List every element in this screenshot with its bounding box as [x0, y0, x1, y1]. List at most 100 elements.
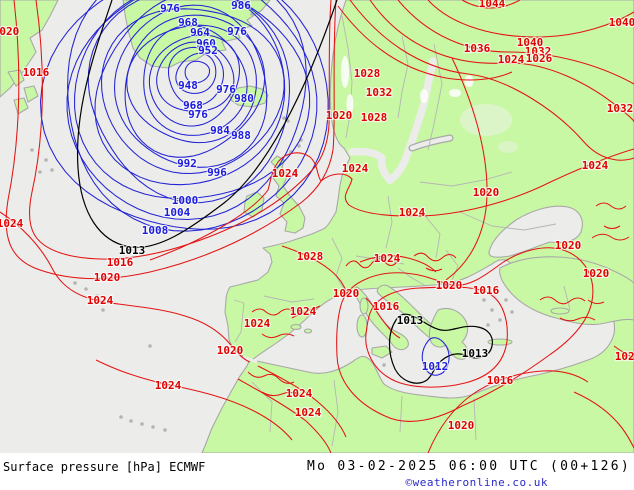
product-label: Surface pressure [hPa] ECMWF	[3, 460, 206, 474]
small-island	[163, 428, 167, 432]
small-island	[510, 310, 514, 314]
isobar-blue	[143, 24, 248, 136]
pressure-label: 1024	[155, 379, 182, 392]
pressure-label: 1024	[498, 53, 525, 66]
pressure-label: 1016	[487, 374, 514, 387]
canada-islands	[7, 69, 39, 115]
small-island	[38, 170, 42, 174]
small-island	[140, 422, 144, 426]
isobar-blue	[66, 0, 307, 221]
pressure-label: 1024	[0, 217, 24, 230]
pressure-label: 1020	[448, 419, 475, 432]
pressure-label: 976	[188, 108, 208, 121]
pressure-label: 1020	[436, 279, 463, 292]
isobar-blue	[67, 0, 318, 232]
pressure-label: 1024	[399, 206, 426, 219]
pressure-label: 1004	[164, 206, 191, 219]
pressure-map: 976 968 964 960 952 986 976 948 968 976 976 980 984 9…	[0, 0, 634, 453]
pressure-label: 968	[183, 99, 203, 112]
pressure-label: 1000	[172, 194, 199, 207]
pressure-label: 996	[207, 166, 227, 179]
pressure-label: 1016	[23, 66, 50, 79]
small-island	[490, 308, 494, 312]
isobar-blue	[124, 14, 266, 158]
small-islands-layer	[30, 12, 514, 432]
isobar-layer-black	[76, 0, 493, 384]
copyright-link[interactable]: ©weatheronline.co.uk	[405, 476, 548, 489]
small-island	[297, 144, 301, 148]
pressure-label: 1036	[464, 42, 491, 55]
small-island	[95, 294, 99, 298]
pressure-label: 1024	[286, 387, 313, 400]
terrain-patch-layer	[341, 56, 518, 153]
pressure-label: 1020	[0, 25, 19, 38]
strait-of-gibraltar	[242, 355, 258, 364]
pressure-label: 1024	[87, 294, 114, 307]
pressure-label: 984	[210, 124, 230, 137]
pressure-label: 1024	[342, 162, 369, 175]
small-island	[129, 419, 133, 423]
pressure-label: 1020	[326, 109, 353, 122]
pressure-label: 1024	[615, 350, 634, 363]
small-island	[119, 415, 123, 419]
small-island	[498, 318, 502, 322]
pressure-label: 976	[216, 83, 236, 96]
med-land-layer	[290, 256, 634, 360]
isobar-blue	[113, 4, 268, 168]
pressure-label: 1020	[333, 287, 360, 300]
pressure-label: 1008	[142, 224, 169, 237]
pressure-label: 992	[177, 157, 197, 170]
small-island	[482, 298, 486, 302]
isobar-blue	[184, 60, 211, 84]
pressure-label: 1040	[609, 16, 634, 29]
pressure-label: 1024	[272, 167, 299, 180]
pressure-label: 964	[190, 26, 210, 39]
pressure-label: 988	[231, 129, 251, 142]
landmass-great-britain	[270, 155, 306, 234]
pressure-label: 960	[196, 37, 216, 50]
small-island	[382, 363, 386, 367]
pressure-label: 1016	[473, 284, 500, 297]
pressure-label: 1040	[517, 36, 544, 49]
pressure-label: 1020	[217, 344, 244, 357]
footer-bar: Surface pressure [hPa] ECMWF Mo 03-02-20…	[0, 453, 634, 490]
small-island	[73, 281, 77, 285]
datetime-label: Mo 03-02-2025 06:00 UTC (00+126)	[306, 459, 631, 474]
pressure-label: 1032	[607, 102, 634, 115]
pressure-label: 1032	[366, 86, 393, 99]
small-island	[282, 116, 286, 120]
border-layer	[233, 15, 571, 447]
isobar-blue	[167, 46, 225, 107]
island-corsica	[359, 297, 369, 315]
small-island	[50, 168, 54, 172]
small-island	[151, 425, 155, 429]
isobar-blue	[39, 0, 329, 230]
isobar-blue	[74, 0, 311, 200]
small-island	[30, 148, 34, 152]
island-sardinia	[356, 314, 368, 338]
small-island	[486, 323, 490, 327]
pressure-label: 1024	[295, 406, 322, 419]
small-island	[504, 298, 508, 302]
isobar-blue	[94, 0, 286, 186]
small-island	[148, 344, 152, 348]
pressure-label: 952	[198, 44, 218, 57]
isobar-blue	[87, 0, 291, 204]
isobar-blue	[156, 41, 235, 112]
island-crete	[487, 338, 513, 346]
small-island	[101, 308, 105, 312]
pressure-label: 1020	[555, 239, 582, 252]
pressure-label: 1016	[107, 256, 134, 269]
black-sea	[488, 205, 583, 258]
isobar-blue	[148, 34, 241, 127]
pressure-label: 1013	[397, 314, 424, 327]
pressure-label: 1026	[526, 52, 553, 65]
pressure-label: 1020	[583, 267, 610, 280]
isobar-blue	[175, 52, 217, 94]
pressure-label: 1020	[94, 271, 121, 284]
pressure-label: 1012	[422, 360, 449, 373]
pressure-label: 968	[178, 16, 198, 29]
island-minorca	[303, 328, 313, 334]
